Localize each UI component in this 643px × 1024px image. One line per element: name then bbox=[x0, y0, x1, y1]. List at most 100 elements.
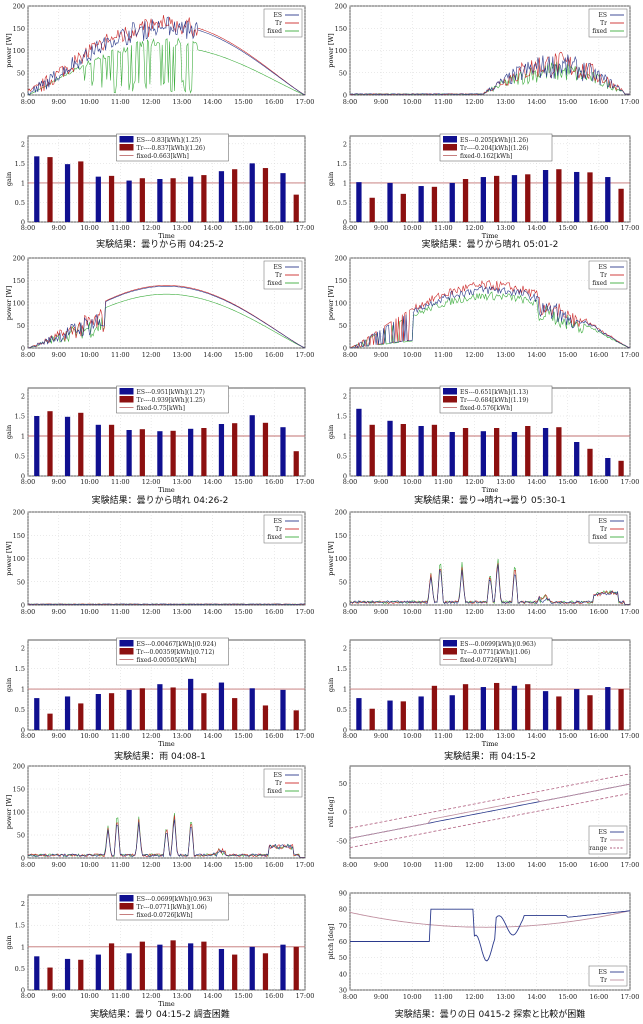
x-tick-label: 11:00 bbox=[434, 993, 453, 1001]
x-tick-label: 16:00 bbox=[265, 224, 284, 232]
y-tick-label: 50 bbox=[17, 322, 25, 330]
x-tick-label: 17:00 bbox=[296, 351, 315, 359]
y-tick-label: 0.5 bbox=[337, 706, 347, 714]
x-axis-label: Time bbox=[158, 740, 175, 748]
bar-ES bbox=[480, 431, 486, 476]
chart-t1: 30 40 50 60 70 80 90 8:00 9:00 10:00 11:00 12:00 13:… bbox=[327, 890, 639, 1002]
y-axis-label: gain bbox=[5, 935, 13, 949]
x-tick-label: 10:00 bbox=[403, 861, 422, 869]
legend-swatch bbox=[119, 640, 134, 647]
legend-label: fixed bbox=[592, 28, 607, 35]
y-axis-label: gain bbox=[5, 425, 13, 439]
legend-label: ES---0.00467[kWh](0.924) bbox=[137, 641, 217, 648]
y-tick-label: 90 bbox=[339, 890, 347, 898]
legend-box bbox=[116, 385, 229, 414]
bar-Tr bbox=[431, 424, 438, 476]
y-tick-label: 150 bbox=[13, 786, 25, 794]
x-tick-label: 14:00 bbox=[527, 351, 546, 359]
bar-ES bbox=[574, 689, 580, 730]
x-tick-label: 10:00 bbox=[403, 732, 422, 740]
bar-ES bbox=[157, 944, 163, 990]
bar-Tr bbox=[47, 967, 53, 990]
bar-Tr bbox=[139, 688, 145, 730]
y-tick-label: 0 bbox=[343, 473, 347, 481]
legend-label: fixed bbox=[267, 788, 282, 795]
y-tick-label: 200 bbox=[335, 255, 347, 263]
legend-label: fixed bbox=[592, 280, 607, 287]
x-tick-label: 11:00 bbox=[434, 224, 453, 232]
figure-caption: 実験結果：雨 04:08-1 bbox=[114, 750, 206, 762]
legend-swatch bbox=[119, 144, 134, 151]
x-tick-label: 17:00 bbox=[296, 478, 315, 486]
legend-label: fixed-0.663[kWh] bbox=[137, 153, 189, 160]
bar-ES bbox=[64, 164, 71, 222]
x-tick-label: 8:00 bbox=[21, 351, 36, 359]
legend-swatch bbox=[443, 648, 457, 655]
bar-Tr bbox=[400, 193, 406, 222]
x-tick-label: 13:00 bbox=[496, 351, 515, 359]
plot-frame bbox=[349, 5, 631, 96]
x-tick-label: 14:00 bbox=[203, 351, 222, 359]
legend-box bbox=[439, 385, 553, 414]
legend-label: Tr bbox=[600, 977, 607, 984]
legend-box bbox=[439, 637, 553, 666]
legend-label: ES---0.205[kWh](1.26) bbox=[460, 137, 528, 144]
x-tick-label: 12:00 bbox=[142, 224, 161, 232]
legend-box bbox=[116, 133, 229, 162]
y-tick-label: 2 bbox=[343, 645, 347, 653]
legend-label: Tr----0.204[kWh](1.26) bbox=[460, 145, 529, 152]
x-tick-label: 13:00 bbox=[496, 224, 515, 232]
bar-ES bbox=[387, 420, 393, 476]
x-tick-label: 9:00 bbox=[51, 351, 66, 359]
bar-ES bbox=[280, 944, 286, 990]
figure-caption: 実験結果：曇りの日 0415-2 探索と比較が困難 bbox=[395, 1008, 586, 1020]
legend-label: Tr---0.0771[kWh](1.06) bbox=[460, 649, 530, 656]
x-tick-label: 17:00 bbox=[296, 224, 315, 232]
x-tick-label: 17:00 bbox=[621, 351, 640, 359]
legend-label: Tr---0.00359[kWh](0.712) bbox=[137, 649, 215, 656]
y-axis-label: gain bbox=[327, 172, 335, 186]
x-tick-label: 17:00 bbox=[621, 861, 640, 869]
bar-ES bbox=[218, 424, 225, 476]
y-tick-label: 0 bbox=[21, 92, 25, 100]
bar-Tr bbox=[431, 685, 438, 730]
y-tick-label: 0 bbox=[343, 809, 347, 817]
x-tick-label: 17:00 bbox=[621, 732, 640, 740]
bar-ES bbox=[480, 177, 486, 222]
x-tick-label: 13:00 bbox=[496, 861, 515, 869]
bar-Tr bbox=[525, 174, 531, 222]
bar-Tr bbox=[47, 157, 53, 222]
series-ES bbox=[27, 286, 306, 349]
x-tick-label: 15:00 bbox=[234, 608, 253, 616]
y-axis-label: pitch [deg] bbox=[327, 924, 335, 960]
bar-Tr bbox=[587, 172, 593, 222]
bar-Tr bbox=[293, 710, 299, 730]
bar-Tr bbox=[139, 178, 145, 222]
series-ES bbox=[349, 564, 630, 605]
x-tick-label: 10:00 bbox=[80, 98, 99, 106]
bar-ES bbox=[126, 430, 132, 476]
chart-r1: -50 0 50 8:00 9:00 10:00 11:00 12:00 13:00 14:00 1… bbox=[327, 765, 640, 869]
legend-label: Tr---0.0771[kWh](1.06) bbox=[137, 904, 207, 911]
y-tick-label: 1.5 bbox=[337, 665, 347, 673]
y-tick-label: 0.5 bbox=[15, 199, 25, 207]
y-tick-label: -50 bbox=[337, 837, 347, 845]
legend-label: Tr bbox=[600, 837, 607, 844]
x-tick-label: 8:00 bbox=[343, 608, 358, 616]
bar-Tr bbox=[587, 695, 593, 730]
x-tick-label: 8:00 bbox=[21, 98, 36, 106]
series-range-upper bbox=[349, 773, 631, 829]
bar-ES bbox=[356, 182, 362, 222]
x-tick-label: 17:00 bbox=[296, 732, 315, 740]
x-tick-label: 9:00 bbox=[374, 98, 389, 106]
x-tick-label: 15:00 bbox=[234, 478, 253, 486]
bar-ES bbox=[356, 698, 362, 730]
legend-label: ES bbox=[274, 264, 283, 271]
legend-label: ES---0.83[kWh](1.25) bbox=[137, 137, 202, 144]
bar-ES bbox=[188, 176, 194, 222]
x-tick-label: 14:00 bbox=[203, 732, 222, 740]
x-tick-label: 17:00 bbox=[296, 992, 315, 1000]
series-ES bbox=[27, 819, 305, 858]
y-tick-label: 100 bbox=[335, 300, 347, 308]
bar-ES bbox=[64, 958, 71, 990]
